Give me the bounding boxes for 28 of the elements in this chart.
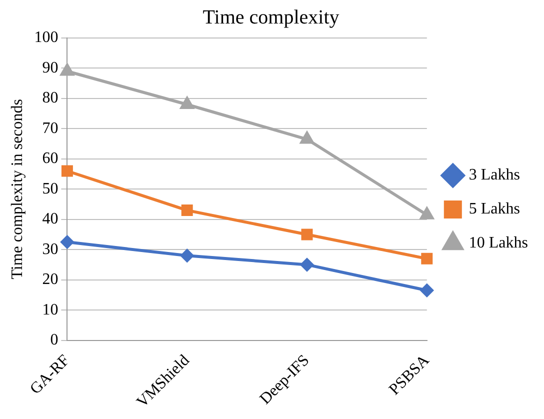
legend-label: 5 Lakhs xyxy=(468,200,520,218)
y-axis-title: Time complexity in seconds xyxy=(8,98,26,280)
y-tick-label: 40 xyxy=(42,210,58,228)
y-tick-label: 10 xyxy=(42,301,58,318)
y-tick-label: 50 xyxy=(42,180,58,198)
point xyxy=(420,207,434,220)
chart-title: Time complexity xyxy=(202,6,340,28)
point xyxy=(301,228,313,240)
point xyxy=(180,97,194,109)
point xyxy=(180,249,194,262)
point xyxy=(181,204,193,216)
point xyxy=(300,132,314,144)
y-tick-label: 0 xyxy=(50,331,58,348)
point xyxy=(420,284,434,297)
y-tick-label: 20 xyxy=(42,271,58,288)
y-tick-label: 70 xyxy=(42,120,58,137)
y-tick-label: 60 xyxy=(42,150,58,168)
y-tick-label: 30 xyxy=(42,240,58,258)
point xyxy=(60,236,74,249)
y-tick-label: 100 xyxy=(34,29,58,46)
point xyxy=(61,165,73,177)
y-tick-label: 90 xyxy=(42,59,58,76)
point xyxy=(60,64,74,76)
y-tick-label: 80 xyxy=(42,90,58,107)
point xyxy=(300,258,314,272)
legend-label: 3 Lakhs xyxy=(468,166,520,184)
legend-label: 10 Lakhs xyxy=(468,234,528,252)
point xyxy=(421,252,433,264)
